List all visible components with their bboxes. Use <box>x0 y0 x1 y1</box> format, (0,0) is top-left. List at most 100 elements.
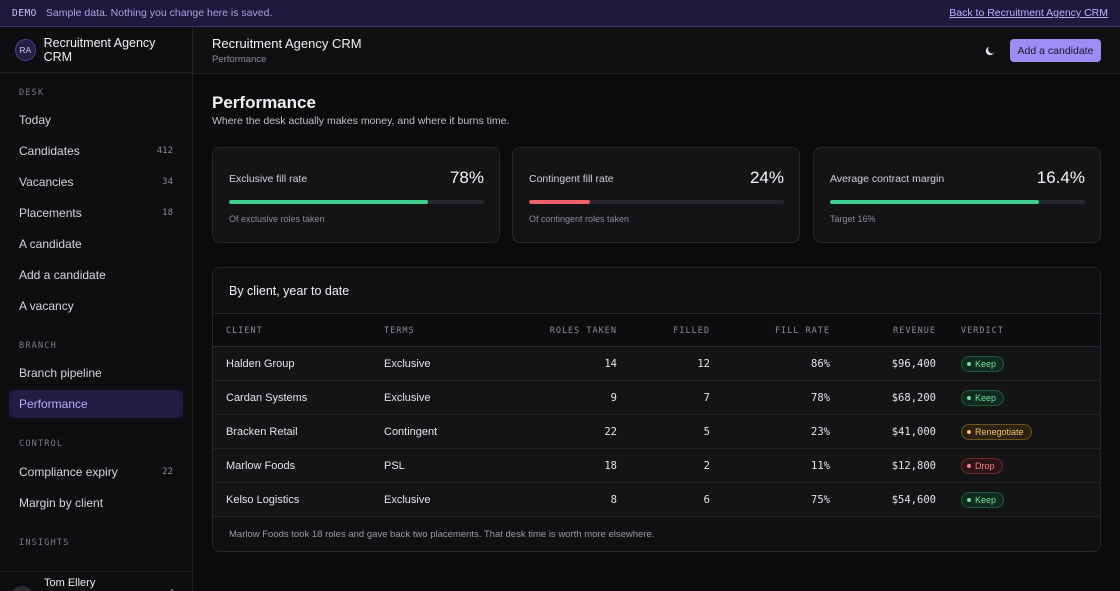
sidebar-item-label: Performance <box>19 397 88 411</box>
client-cell: Bracken Retail <box>226 426 298 438</box>
status-dot-icon <box>967 464 971 468</box>
progress-track <box>229 200 484 204</box>
section-branch: BRANCH <box>19 341 57 351</box>
client-cell: Halden Group <box>226 358 295 370</box>
add-candidate-button[interactable]: Add a candidate <box>1010 39 1101 62</box>
top-header: Recruitment Agency CRM Performance Add a… <box>193 27 1120 74</box>
client-table-card: By client, year to date CLIENT TERMS ROL… <box>212 267 1101 552</box>
table-footnote: Marlow Foods took 18 roles and gave back… <box>229 529 655 540</box>
status-dot-icon <box>967 498 971 502</box>
demo-tag: DEMO <box>12 7 37 19</box>
terms-cell: Contingent <box>384 426 438 438</box>
filled-cell: 2 <box>703 460 710 472</box>
col-verdict: VERDICT <box>961 326 1004 336</box>
fill-rate-cell: 78% <box>811 392 830 404</box>
kpi-note: Of exclusive roles taken <box>229 214 325 224</box>
kpi-note: Target 16% <box>830 214 876 224</box>
revenue-cell: $41,000 <box>891 426 936 438</box>
fill-rate-cell: 75% <box>811 494 830 506</box>
sidebar-item-label: Branch pipeline <box>19 366 102 380</box>
sidebar-item-label: Compliance expiry <box>19 465 118 479</box>
client-cell: Marlow Foods <box>226 460 296 472</box>
kpi-label: Average contract margin <box>830 173 945 185</box>
sidebar-item-label: Placements <box>19 206 82 220</box>
brand[interactable]: RA Recruitment Agency CRM <box>0 27 192 73</box>
sidebar-item-branch-pipeline[interactable]: Branch pipeline <box>9 359 183 387</box>
sidebar-item-label: Add a candidate <box>19 268 106 282</box>
sidebar-item-margin-by-client[interactable]: Margin by client <box>9 489 183 517</box>
terms-cell: Exclusive <box>384 358 431 370</box>
revenue-cell: $96,400 <box>891 358 936 370</box>
kpi-label: Exclusive fill rate <box>229 173 308 185</box>
table-row[interactable]: Bracken Retail Contingent 22 5 23% $41,000 Ren… <box>213 415 1100 449</box>
verdict-badge: Drop <box>961 458 1003 474</box>
sidebar-item-compliance-expiry[interactable]: Compliance expiry 22 <box>9 458 183 486</box>
status-dot-icon <box>967 430 971 434</box>
sidebar-item-add-candidate[interactable]: Add a candidate <box>9 261 183 289</box>
terms-cell: Exclusive <box>384 392 431 404</box>
page-title: Performance <box>212 93 316 112</box>
filled-cell: 5 <box>703 426 710 438</box>
demo-banner: DEMO Sample data. Nothing you change her… <box>0 0 1120 27</box>
table-row[interactable]: Cardan Systems Exclusive 9 7 78% $68,200 Keep <box>213 381 1100 415</box>
sidebar-item-vacancies[interactable]: Vacancies 34 <box>9 168 183 196</box>
progress-fill <box>529 200 591 204</box>
fill-rate-cell: 11% <box>811 460 830 472</box>
sidebar-item-count: 412 <box>156 146 173 156</box>
brand-logo: RA <box>15 38 36 61</box>
col-revenue: REVENUE <box>893 326 936 336</box>
kpi-card-exclusive: Exclusive fill rate 78% Of exclusive rol… <box>212 147 500 243</box>
client-cell: Kelso Logistics <box>226 494 300 506</box>
table-title: By client, year to date <box>229 284 350 298</box>
sidebar-item-today[interactable]: Today <box>9 106 183 134</box>
kpi-card-margin: Average contract margin 16.4% Target 16% <box>813 147 1101 243</box>
progress-track <box>529 200 784 204</box>
user-profile[interactable]: TE Tom Ellery ⤢ <box>0 571 192 591</box>
fill-rate-cell: 23% <box>811 426 830 438</box>
breadcrumb: Performance <box>212 54 267 65</box>
expand-icon[interactable]: ⤢ <box>165 588 173 591</box>
kpi-card-contingent: Contingent fill rate 24% Of contingent r… <box>512 147 800 243</box>
verdict-label: Drop <box>975 461 995 471</box>
sidebar-item-candidates[interactable]: Candidates 412 <box>9 137 183 165</box>
table-header: CLIENT TERMS ROLES TAKEN FILLED FILL RAT… <box>213 313 1100 347</box>
roles-cell: 14 <box>604 358 617 370</box>
sidebar-item-count: 34 <box>162 177 173 187</box>
col-client: CLIENT <box>226 326 263 336</box>
roles-cell: 22 <box>604 426 617 438</box>
client-cell: Cardan Systems <box>226 392 308 404</box>
section-control: CONTROL <box>19 439 64 449</box>
col-filled: FILLED <box>673 326 710 336</box>
moon-icon[interactable] <box>983 43 997 57</box>
table-row[interactable]: Marlow Foods PSL 18 2 11% $12,800 Drop <box>213 449 1100 483</box>
progress-track <box>830 200 1085 204</box>
status-dot-icon <box>967 362 971 366</box>
sidebar-item-label: Today <box>19 113 52 127</box>
terms-cell: Exclusive <box>384 494 431 506</box>
avatar: TE <box>10 586 34 591</box>
verdict-label: Keep <box>975 495 997 505</box>
back-link[interactable]: Back to Recruitment Agency CRM <box>949 7 1108 19</box>
terms-cell: PSL <box>384 460 405 472</box>
sidebar-item-label: Candidates <box>19 144 80 158</box>
kpi-value: 16.4% <box>1036 168 1085 187</box>
user-name: Tom Ellery <box>44 577 96 589</box>
sidebar-item-label: Vacancies <box>19 175 74 189</box>
verdict-badge: Keep <box>961 492 1005 508</box>
sidebar-item-a-candidate[interactable]: A candidate <box>9 230 183 258</box>
brand-name: Recruitment Agency CRM <box>43 35 156 64</box>
table-row[interactable]: Halden Group Exclusive 14 12 86% $96,400 Keep <box>213 347 1100 381</box>
kpi-value: 78% <box>449 168 484 187</box>
revenue-cell: $54,600 <box>891 494 936 506</box>
sidebar-item-count: 18 <box>162 208 173 218</box>
progress-fill <box>830 200 1040 204</box>
sidebar-item-placements[interactable]: Placements 18 <box>9 199 183 227</box>
table-row[interactable]: Kelso Logistics Exclusive 8 6 75% $54,600 Keep <box>213 483 1100 517</box>
filled-cell: 7 <box>703 392 710 404</box>
sidebar-item-label: A vacancy <box>19 299 74 313</box>
sidebar-item-performance[interactable]: Performance <box>9 390 183 418</box>
roles-cell: 8 <box>610 494 617 506</box>
kpi-note: Of contingent roles taken <box>529 214 630 224</box>
sidebar-item-a-vacancy[interactable]: A vacancy <box>9 292 183 320</box>
filled-cell: 12 <box>697 358 710 370</box>
